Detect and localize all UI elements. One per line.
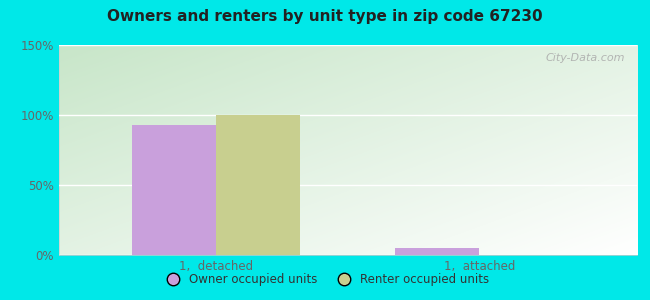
Bar [132, 125, 216, 255]
Bar [216, 115, 300, 255]
Bar [395, 248, 479, 255]
Text: Owners and renters by unit type in zip code 67230: Owners and renters by unit type in zip c… [107, 9, 543, 24]
Legend: Owner occupied units, Renter occupied units: Owner occupied units, Renter occupied un… [156, 269, 494, 291]
Text: City-Data.com: City-Data.com [546, 53, 625, 63]
